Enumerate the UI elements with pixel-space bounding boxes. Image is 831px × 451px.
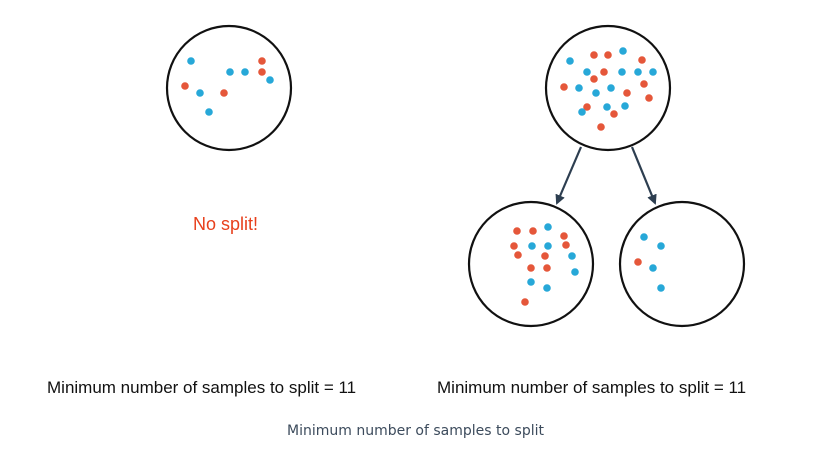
sample-dot-red <box>590 75 598 83</box>
sample-dot-red <box>634 258 642 266</box>
sample-dot-red <box>543 264 551 272</box>
no-split-label: No split! <box>193 214 259 234</box>
figure-caption: Minimum number of samples to split <box>287 423 544 439</box>
sample-dot-red <box>560 232 568 240</box>
sample-dot-red <box>510 242 518 250</box>
sample-dot-blue <box>205 108 213 116</box>
sample-dot-blue <box>196 89 204 97</box>
sample-dot-red <box>562 241 570 249</box>
sample-dot-blue <box>649 68 657 76</box>
arrows-layer <box>555 146 657 205</box>
left-node <box>165 24 293 152</box>
sample-dot-red <box>258 68 266 76</box>
sample-dot-red <box>623 89 631 97</box>
nodes-layer <box>165 24 746 328</box>
sample-dot-blue <box>568 252 576 260</box>
sample-dot-blue <box>187 57 195 65</box>
sample-dot-blue <box>544 242 552 250</box>
sample-dot-blue <box>640 233 648 241</box>
sample-dot-red <box>258 57 266 65</box>
sample-dot-red <box>604 51 612 59</box>
sample-dot-red <box>610 110 618 118</box>
sample-dot-blue <box>241 68 249 76</box>
left-min-samples-label: Minimum number of samples to split = 11 <box>47 378 357 397</box>
sample-dot-blue <box>575 84 583 92</box>
sample-dot-blue <box>621 102 629 110</box>
sample-dot-red <box>181 82 189 90</box>
sample-dot-red <box>600 68 608 76</box>
sample-dot-red <box>529 227 537 235</box>
sample-dot-red <box>583 103 591 111</box>
sample-dot-red <box>640 80 648 88</box>
sample-dot-blue <box>578 108 586 116</box>
sample-dot-blue <box>618 68 626 76</box>
sample-dot-blue <box>266 76 274 84</box>
sample-dot-red <box>521 298 529 306</box>
sample-dot-red <box>645 94 653 102</box>
sample-dot-red <box>638 56 646 64</box>
sample-dot-blue <box>607 84 615 92</box>
split-arrow-right <box>630 146 657 205</box>
sample-dot-red <box>597 123 605 131</box>
sample-dot-red <box>527 264 535 272</box>
sample-dot-red <box>560 83 568 91</box>
child-left-node-outline <box>467 200 595 328</box>
sample-dot-blue <box>649 264 657 272</box>
sample-dot-red <box>220 89 228 97</box>
sample-dot-blue <box>592 89 600 97</box>
split-arrow-left <box>555 146 583 205</box>
sample-dot-blue <box>226 68 234 76</box>
sample-dot-blue <box>543 284 551 292</box>
sample-dot-blue <box>619 47 627 55</box>
sample-dot-red <box>541 252 549 260</box>
sample-dot-blue <box>571 268 579 276</box>
sample-dot-red <box>590 51 598 59</box>
sample-dot-blue <box>528 242 536 250</box>
child-right-node <box>618 200 746 328</box>
sample-dot-red <box>514 251 522 259</box>
root-node <box>544 24 672 152</box>
child-left-node <box>467 200 595 328</box>
child-right-node-outline <box>618 200 746 328</box>
sample-dot-blue <box>527 278 535 286</box>
left-node-outline <box>165 24 293 152</box>
sample-dot-blue <box>583 68 591 76</box>
sample-dot-blue <box>603 103 611 111</box>
sample-dot-blue <box>544 223 552 231</box>
sample-dot-blue <box>634 68 642 76</box>
sample-dot-blue <box>566 57 574 65</box>
sample-dot-blue <box>657 242 665 250</box>
right-min-samples-label: Minimum number of samples to split = 11 <box>437 378 747 397</box>
sample-dot-red <box>513 227 521 235</box>
sample-dot-blue <box>657 284 665 292</box>
